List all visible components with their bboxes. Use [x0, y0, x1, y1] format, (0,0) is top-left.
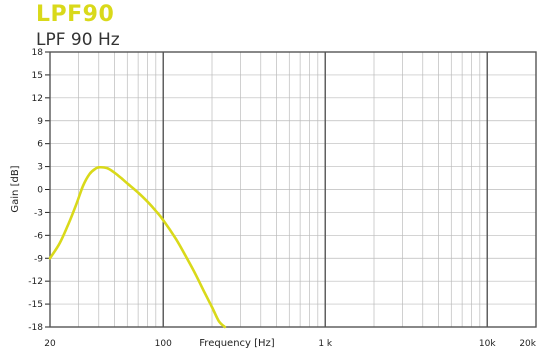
plot-border [49, 51, 537, 328]
y-tick-label: 6 [37, 140, 43, 150]
x-tick-label: 20k [519, 339, 536, 349]
y-tick-label: 12 [32, 94, 43, 104]
y-tick-label: 0 [37, 186, 43, 196]
y-tick-label: 3 [37, 163, 43, 173]
y-tick-label: 18 [32, 48, 44, 58]
chart-subtitle: LPF 90 Hz [36, 30, 120, 50]
x-tick-label: 1 k [318, 339, 333, 349]
chart-title: LPF90 [36, 2, 115, 27]
y-tick-label: -12 [28, 277, 43, 287]
y-tick-label: -6 [34, 231, 43, 241]
x-tick-label: 10k [479, 339, 496, 349]
major-grid [162, 52, 488, 327]
y-axis-ticks: 18 15 12 9 6 3 0 -3 -6 -9 -12 -15 -18 [28, 48, 50, 333]
gain-curve-line [48, 165, 227, 329]
y-tick-label: -18 [28, 323, 43, 333]
y-tick-label: -9 [34, 254, 43, 264]
minor-grid [49, 51, 537, 328]
plot-frame [49, 51, 537, 328]
y-tick-label: 9 [37, 117, 43, 127]
x-tick-label: 20 [44, 339, 56, 349]
y-tick-label: 15 [32, 71, 43, 81]
x-axis-label: Frequency [Hz] [199, 338, 275, 349]
x-axis-ticks: 20 100 1 k 10k 20k [44, 339, 537, 349]
series-group [48, 165, 227, 329]
y-tick-label: -3 [34, 208, 43, 218]
y-tick-label: -15 [28, 300, 43, 310]
x-tick-label: 100 [155, 339, 172, 349]
y-axis-label: Gain [dB] [10, 165, 21, 212]
